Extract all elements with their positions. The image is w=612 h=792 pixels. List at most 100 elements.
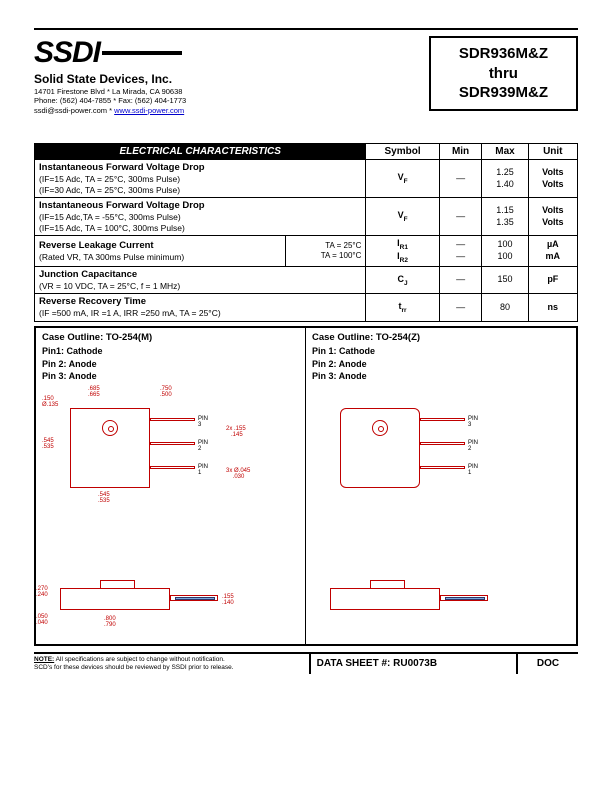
part-number-box: SDR936M&Z thru SDR939M&Z bbox=[429, 36, 578, 111]
dim-label: .545 .535 bbox=[98, 492, 110, 504]
min-cell: — bbox=[439, 198, 482, 236]
website-link[interactable]: www.ssdi-power.com bbox=[114, 106, 184, 115]
pin2-label: Pin 2: Anode bbox=[312, 358, 570, 371]
blue-lead-icon bbox=[175, 597, 215, 600]
max-cell: 80 bbox=[482, 294, 528, 322]
min-cell: — — bbox=[439, 236, 482, 267]
pin-label: PIN 2 bbox=[198, 440, 208, 452]
max-cell: 100 100 bbox=[482, 236, 528, 267]
dim-label: 3x Ø.045 .030 bbox=[226, 468, 250, 480]
package-side-view-icon: .270 .240 .155 .140 .050 .040 .800 .790 bbox=[60, 580, 220, 630]
pin1-label: Pin1: Cathode bbox=[42, 345, 299, 358]
footer: NOTE: All specifications are subject to … bbox=[34, 652, 578, 674]
part-to: SDR939M&Z bbox=[459, 83, 548, 103]
pin-label: PIN 2 bbox=[468, 440, 478, 452]
pin-list-left: Pin1: Cathode Pin 2: Anode Pin 3: Anode bbox=[42, 345, 299, 383]
outline-left-title: Case Outline: TO-254(M) bbox=[42, 332, 299, 343]
part-from: SDR936M&Z bbox=[459, 44, 548, 64]
pin-label: PIN 3 bbox=[468, 416, 478, 428]
table-title: ELECTRICAL CHARACTERISTICS bbox=[35, 144, 366, 160]
lead-icon bbox=[150, 466, 195, 469]
lead-icon bbox=[420, 442, 465, 445]
param-cond: (IF =500 mA, IR =1 A, IRR =250 mA, TA = … bbox=[39, 308, 221, 318]
logo-text: SSDI bbox=[34, 36, 100, 70]
ssdi-logo: SSDI bbox=[34, 36, 186, 70]
email-text: ssdi@ssdi-power.com * bbox=[34, 106, 114, 115]
cond2-cell: TA = 25°C TA = 100°C bbox=[285, 236, 366, 267]
pin-label: PIN 3 bbox=[198, 416, 208, 428]
col-symbol: Symbol bbox=[366, 144, 439, 160]
company-address: 14701 Firestone Blvd * La Mirada, CA 906… bbox=[34, 87, 186, 115]
package-side-view-icon bbox=[330, 580, 490, 630]
outline-right: Case Outline: TO-254(Z) Pin 1: Cathode P… bbox=[306, 328, 576, 644]
table-row: Instantaneous Forward Voltage Drop(IF=15… bbox=[35, 160, 578, 198]
footer-note: NOTE: All specifications are subject to … bbox=[34, 654, 309, 674]
col-max: Max bbox=[482, 144, 528, 160]
dim-label: .155 .140 bbox=[222, 594, 234, 606]
top-rule bbox=[34, 28, 578, 30]
company-name: Solid State Devices, Inc. bbox=[34, 72, 186, 86]
dim-label: .545 .535 bbox=[42, 438, 54, 450]
note-label: NOTE: bbox=[34, 656, 54, 663]
electrical-characteristics-table: ELECTRICAL CHARACTERISTICS Symbol Min Ma… bbox=[34, 143, 578, 322]
param-cell: Junction Capacitance(VR = 10 VDC, TA = 2… bbox=[35, 266, 366, 294]
unit-cell: pF bbox=[528, 266, 577, 294]
unit-cell: µA mA bbox=[528, 236, 577, 267]
pin3-label: Pin 3: Anode bbox=[312, 370, 570, 383]
header: SSDI Solid State Devices, Inc. 14701 Fir… bbox=[34, 36, 578, 115]
package-hole-icon bbox=[102, 420, 118, 436]
param-cond: (IF=15 Adc,TA = -55°C, 300ms Pulse) (IF=… bbox=[39, 212, 185, 233]
outline-left: Case Outline: TO-254(M) Pin1: Cathode Pi… bbox=[36, 328, 306, 644]
sym-cell: VF bbox=[366, 198, 439, 236]
param-cell: Instantaneous Forward Voltage Drop(IF=15… bbox=[35, 198, 366, 236]
side-tab-icon bbox=[100, 580, 135, 588]
sym-cell: CJ bbox=[366, 266, 439, 294]
min-cell: — bbox=[439, 160, 482, 198]
max-cell: 150 bbox=[482, 266, 528, 294]
addr-line1: 14701 Firestone Blvd * La Mirada, CA 906… bbox=[34, 87, 186, 96]
table-header-row: ELECTRICAL CHARACTERISTICS Symbol Min Ma… bbox=[35, 144, 578, 160]
doc-label: DOC bbox=[518, 654, 578, 674]
side-tab-icon bbox=[370, 580, 405, 588]
param-cell: Reverse Recovery Time(IF =500 mA, IR =1 … bbox=[35, 294, 366, 322]
package-hole-icon bbox=[372, 420, 388, 436]
side-body-icon bbox=[330, 588, 440, 610]
datasheet-number: DATA SHEET #: RU0073B bbox=[309, 654, 518, 674]
dim-label: .750 .500 bbox=[160, 386, 172, 398]
table-row: Reverse Recovery Time(IF =500 mA, IR =1 … bbox=[35, 294, 578, 322]
dim-label: .800 .790 bbox=[104, 616, 116, 628]
pin2-label: Pin 2: Anode bbox=[42, 358, 299, 371]
unit-cell: Volts Volts bbox=[528, 198, 577, 236]
case-outline-box: Case Outline: TO-254(M) Pin1: Cathode Pi… bbox=[34, 326, 578, 646]
pin3-label: Pin 3: Anode bbox=[42, 370, 299, 383]
dim-label: .050 .040 bbox=[36, 614, 48, 626]
lead-icon bbox=[420, 466, 465, 469]
logo-line-icon bbox=[102, 51, 182, 55]
max-cell: 1.15 1.35 bbox=[482, 198, 528, 236]
param-cond: (VR = 10 VDC, TA = 25°C, f = 1 MHz) bbox=[39, 281, 180, 291]
lead-icon bbox=[150, 418, 195, 421]
dim-label: .685 .665 bbox=[88, 386, 100, 398]
sym-cell: VF bbox=[366, 160, 439, 198]
param-name: Junction Capacitance bbox=[39, 269, 137, 280]
param-cond: (IF=15 Adc, TA = 25°C, 300ms Pulse) (IF=… bbox=[39, 174, 180, 195]
col-unit: Unit bbox=[528, 144, 577, 160]
sym-cell: IR1IR2 bbox=[366, 236, 439, 267]
param-name: Reverse Leakage Current bbox=[39, 240, 154, 251]
lead-icon bbox=[150, 442, 195, 445]
lead-icon bbox=[420, 418, 465, 421]
pin-label: PIN 1 bbox=[198, 464, 208, 476]
addr-line3: ssdi@ssdi-power.com * www.ssdi-power.com bbox=[34, 106, 186, 115]
table-row: Junction Capacitance(VR = 10 VDC, TA = 2… bbox=[35, 266, 578, 294]
package-top-view-icon: PIN 3 PIN 2 PIN 1 .685 .665 .750 .500 .5… bbox=[70, 398, 180, 493]
max-cell: 1.25 1.40 bbox=[482, 160, 528, 198]
param-name: Instantaneous Forward Voltage Drop bbox=[39, 162, 205, 173]
pin-label: PIN 1 bbox=[468, 464, 478, 476]
pin1-label: Pin 1: Cathode bbox=[312, 345, 570, 358]
unit-cell: Volts Volts bbox=[528, 160, 577, 198]
note-text: All specifications are subject to change… bbox=[34, 656, 234, 671]
min-cell: — bbox=[439, 266, 482, 294]
table-row: Reverse Leakage Current(Rated VR, TA 300… bbox=[35, 236, 578, 267]
addr-line2: Phone: (562) 404-7855 * Fax: (562) 404-1… bbox=[34, 96, 186, 105]
param-name: Instantaneous Forward Voltage Drop bbox=[39, 200, 205, 211]
